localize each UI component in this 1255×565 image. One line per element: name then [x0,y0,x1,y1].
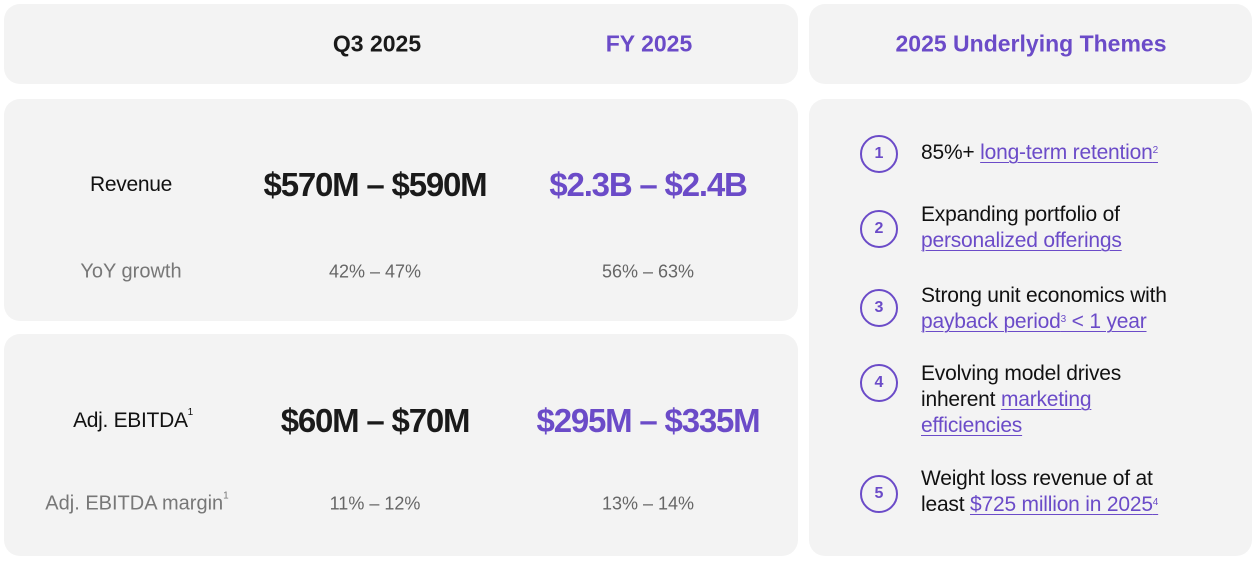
theme-link[interactable]: long-term retention2 [980,141,1158,164]
theme-number-badge: 2 [860,210,898,248]
theme-text: Evolving model drives inherent marketing… [921,362,1122,437]
theme-link[interactable]: $725 million in 20254 [970,493,1159,516]
theme-item: 2 Expanding portfolio of personalized of… [860,203,1241,254]
theme-item: 1 85%+ long-term retention2 [860,135,1241,173]
revenue-fy-value: $2.3B – $2.4B [549,166,747,203]
theme-number-badge: 4 [860,364,898,402]
theme-text: Strong unit economics with payback perio… [921,284,1167,333]
theme-text: 85%+ long-term retention2 [921,141,1158,164]
theme-text: Weight loss revenue of at least $725 mil… [921,467,1159,516]
themes-card: 1 85%+ long-term retention2 2 Expanding … [809,99,1252,556]
header-card: Q3 2025 FY 2025 [4,4,798,84]
fy-column-header: FY 2025 [605,30,693,57]
ebitda-fy-value: $295M – $335M [536,402,761,439]
theme-link[interactable]: efficiencies [921,414,1023,437]
yoy-growth-q3: 42% – 47% [328,261,422,282]
theme-number-badge: 5 [860,475,898,513]
q3-column-header: Q3 2025 [332,30,422,57]
theme-item: 4 Evolving model drives inherent marketi… [860,362,1241,439]
ebitda-q3-value: $60M – $70M [280,402,471,439]
theme-link[interactable]: personalized offerings [921,229,1122,252]
revenue-label: Revenue [90,173,172,196]
themes-header-card: 2025 Underlying Themes [809,4,1252,84]
theme-item: 5 Weight loss revenue of at least $725 m… [860,467,1241,518]
ebitda-card: Adj. EBITDA1 $60M – $70M $295M – $335M A… [4,334,798,556]
revenue-q3-value: $570M – $590M [263,166,488,203]
yoy-growth-label: YoY growth [80,260,182,283]
theme-link[interactable]: payback period3 < 1 year [921,310,1147,333]
theme-number-badge: 1 [860,135,898,173]
ebitda-label: Adj. EBITDA1 [73,407,193,432]
theme-item: 3 Strong unit economics with payback per… [860,284,1241,335]
revenue-card: Revenue $570M – $590M $2.3B – $2.4B YoY … [4,99,798,321]
themes-title: 2025 Underlying Themes [895,30,1167,57]
ebitda-margin-label: Adj. EBITDA margin1 [45,490,229,515]
ebitda-margin-fy: 13% – 14% [601,493,695,514]
theme-number-badge: 3 [860,289,898,327]
theme-link[interactable]: marketing [1000,388,1092,411]
ebitda-margin-q3: 11% – 12% [329,493,421,514]
theme-text: Expanding portfolio of personalized offe… [921,203,1122,252]
yoy-growth-fy: 56% – 63% [601,261,695,282]
